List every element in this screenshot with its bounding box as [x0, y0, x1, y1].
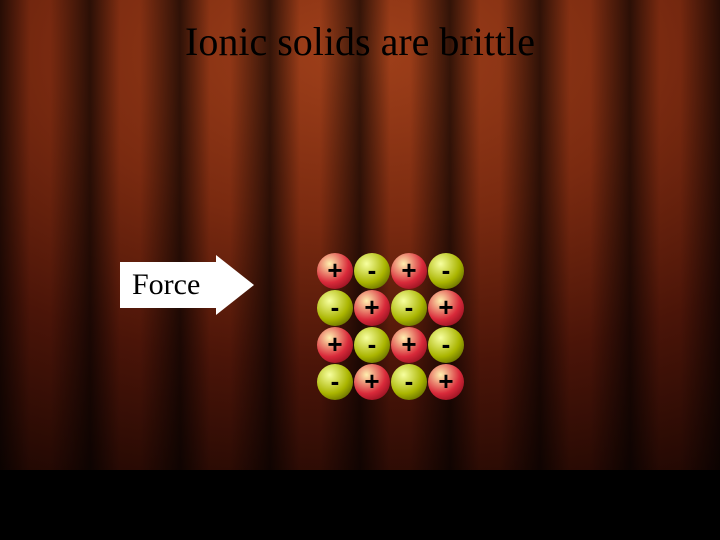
- positive-ion: +: [354, 364, 390, 400]
- ion-lattice: +-+--+-++-+--+-+: [317, 253, 464, 400]
- minus-glyph: -: [368, 255, 377, 286]
- stage-floor: [0, 470, 720, 540]
- positive-ion: +: [317, 327, 353, 363]
- positive-ion: +: [428, 364, 464, 400]
- minus-glyph: -: [405, 292, 414, 323]
- negative-ion: -: [354, 327, 390, 363]
- minus-glyph: -: [331, 366, 340, 397]
- arrow-head-icon: [216, 255, 254, 315]
- negative-ion: -: [428, 253, 464, 289]
- negative-ion: -: [354, 253, 390, 289]
- force-arrow: Force: [120, 255, 254, 315]
- negative-ion: -: [391, 364, 427, 400]
- minus-glyph: -: [405, 366, 414, 397]
- negative-ion: -: [428, 327, 464, 363]
- plus-glyph: +: [327, 255, 342, 286]
- positive-ion: +: [354, 290, 390, 326]
- minus-glyph: -: [368, 329, 377, 360]
- minus-glyph: -: [331, 292, 340, 323]
- positive-ion: +: [391, 327, 427, 363]
- plus-glyph: +: [327, 329, 342, 360]
- positive-ion: +: [317, 253, 353, 289]
- minus-glyph: -: [442, 255, 451, 286]
- positive-ion: +: [428, 290, 464, 326]
- plus-glyph: +: [438, 366, 453, 397]
- plus-glyph: +: [401, 329, 416, 360]
- plus-glyph: +: [364, 366, 379, 397]
- slide-title: Ionic solids are brittle: [0, 18, 720, 65]
- slide-stage: Ionic solids are brittle Force +-+--+-++…: [0, 0, 720, 540]
- plus-glyph: +: [364, 292, 379, 323]
- negative-ion: -: [391, 290, 427, 326]
- negative-ion: -: [317, 290, 353, 326]
- plus-glyph: +: [438, 292, 453, 323]
- plus-glyph: +: [401, 255, 416, 286]
- minus-glyph: -: [442, 329, 451, 360]
- force-label: Force: [120, 262, 216, 308]
- negative-ion: -: [317, 364, 353, 400]
- positive-ion: +: [391, 253, 427, 289]
